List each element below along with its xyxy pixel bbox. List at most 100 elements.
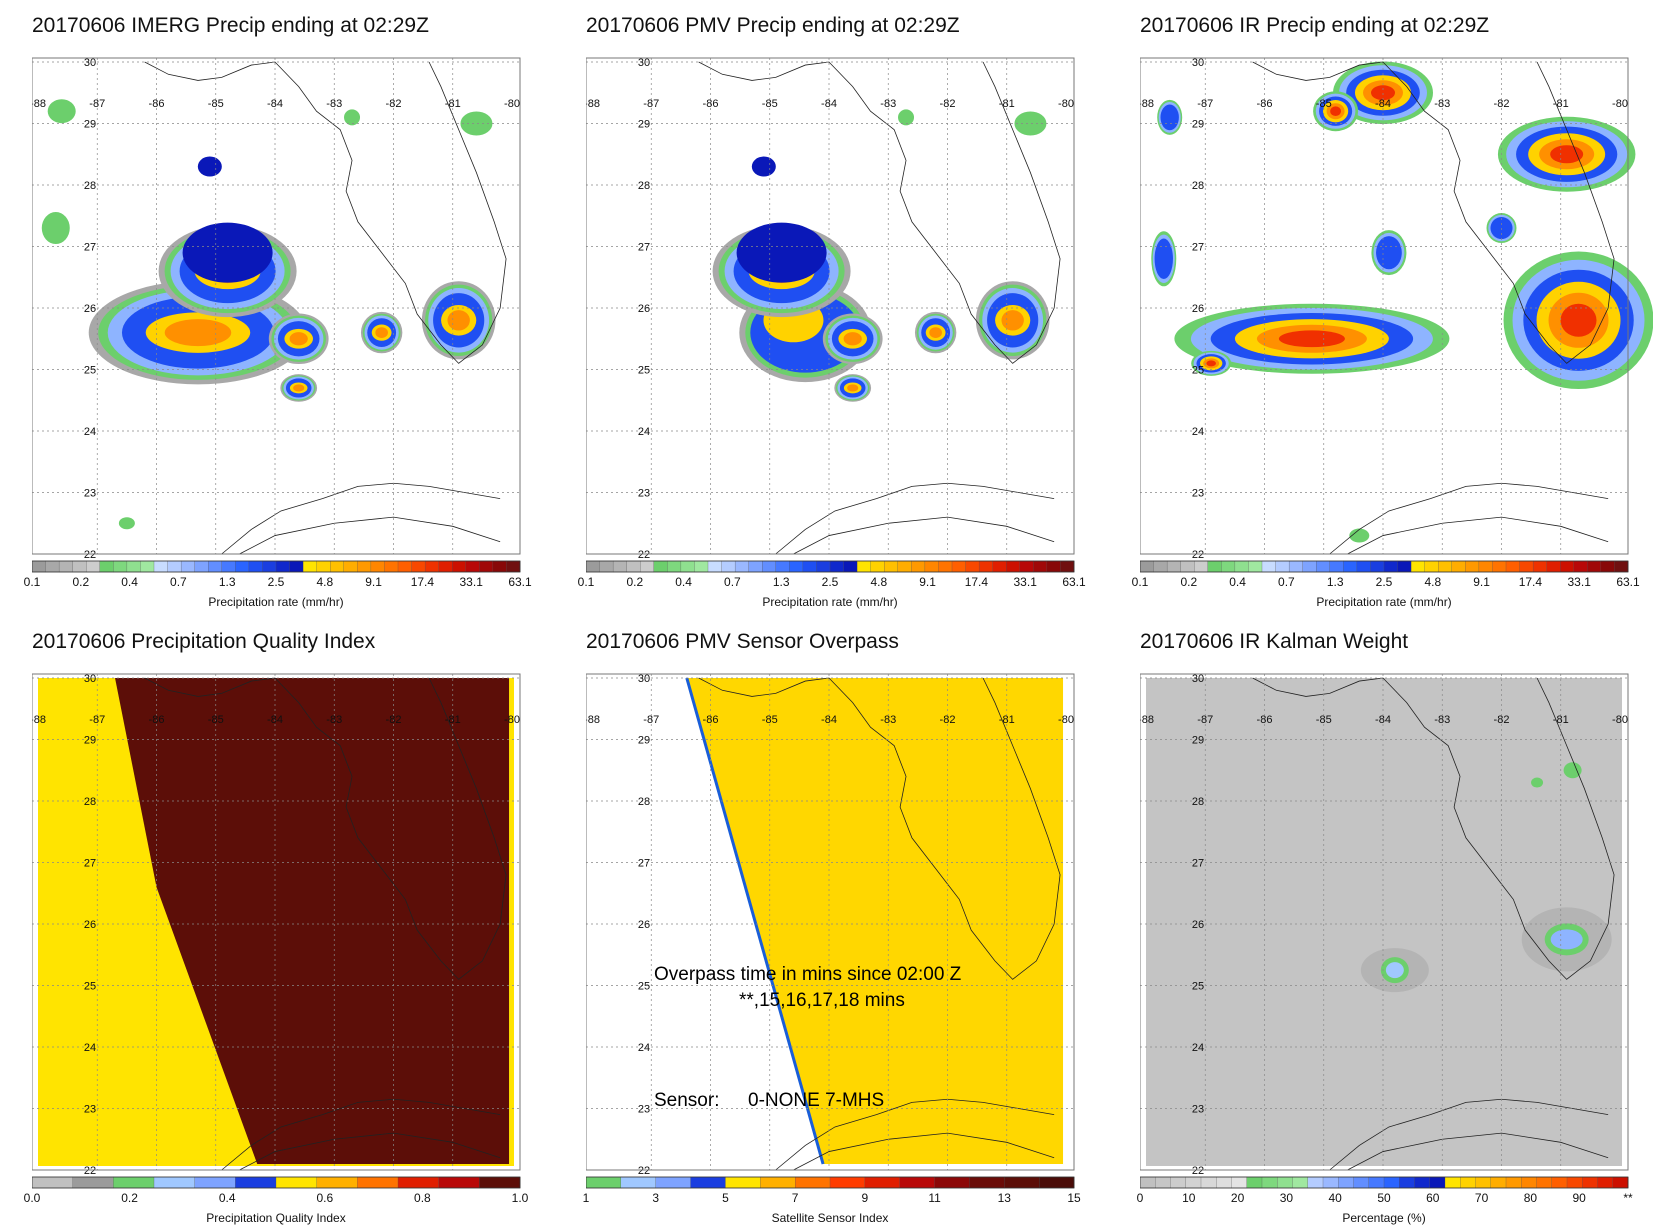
colorbar-tick-label: 10 bbox=[1182, 1191, 1196, 1205]
colorbar-swatch bbox=[1490, 1176, 1507, 1189]
lat-label: 27 bbox=[1192, 858, 1204, 870]
colorbar-swatch bbox=[262, 560, 277, 573]
colorbar-swatch bbox=[1248, 560, 1263, 573]
coastline bbox=[1252, 61, 1615, 364]
lat-label: 28 bbox=[638, 180, 650, 192]
colorbar-swatch bbox=[1451, 560, 1466, 573]
colorbar-swatch bbox=[194, 1176, 236, 1189]
lat-label: 28 bbox=[1192, 180, 1204, 192]
colorbar-swatch bbox=[725, 1176, 761, 1189]
colorbar-swatch bbox=[938, 560, 953, 573]
colorbar-swatch bbox=[221, 560, 236, 573]
map-frame bbox=[586, 57, 1075, 555]
cuba-coastline bbox=[221, 482, 501, 555]
colorbar-swatch bbox=[1532, 560, 1548, 573]
lon-label: -81 bbox=[445, 98, 461, 110]
colorbar-border bbox=[1140, 560, 1629, 573]
colorbar-tick-label: 9.1 bbox=[365, 575, 382, 589]
colorbar-tick-label: 0.6 bbox=[316, 1191, 334, 1205]
colorbar-swatch bbox=[424, 560, 440, 573]
colorbar-swatch bbox=[1261, 1176, 1278, 1189]
lat-label: 24 bbox=[638, 1042, 650, 1054]
lon-label: -80 bbox=[1612, 714, 1628, 726]
colorbar-tick-label: 17.4 bbox=[964, 575, 989, 589]
colorbar-swatch bbox=[32, 560, 47, 573]
lon-label: -85 bbox=[762, 98, 778, 110]
colorbar-swatch bbox=[126, 560, 141, 573]
colorbar-swatch bbox=[275, 1176, 318, 1189]
colorbar-tick-label: 1.3 bbox=[218, 575, 236, 589]
colorbar-swatch bbox=[667, 560, 682, 573]
lat-label: 30 bbox=[638, 673, 650, 685]
colorbar-swatch bbox=[58, 560, 74, 573]
map-frame bbox=[1140, 673, 1629, 1171]
colorbar-swatch bbox=[1194, 560, 1209, 573]
colorbar-swatch bbox=[1155, 1176, 1171, 1189]
lat-label: 28 bbox=[84, 180, 96, 192]
colorbar-swatch bbox=[897, 560, 912, 573]
colorbar-swatch bbox=[492, 560, 507, 573]
colorbar-swatch bbox=[1383, 560, 1399, 573]
colorbar-swatch bbox=[1046, 560, 1061, 573]
panel-title: 20170606 PMV Precip ending at 02:29Z bbox=[586, 14, 960, 37]
colorbar-swatch bbox=[1429, 1176, 1446, 1189]
lat-label: 23 bbox=[84, 1104, 96, 1116]
lat-label: 22 bbox=[84, 1165, 96, 1177]
storm-cell bbox=[1550, 145, 1584, 164]
lat-label: 26 bbox=[1192, 303, 1204, 315]
map-field bbox=[586, 674, 1074, 1171]
panel-imerg: 20170606 IMERG Precip ending at 02:29Z -… bbox=[24, 14, 552, 609]
colorbar-swatch bbox=[1216, 1176, 1232, 1189]
colorbar-swatch bbox=[1414, 1176, 1431, 1189]
colorbar-swatch bbox=[762, 560, 777, 573]
storm-cell bbox=[293, 384, 305, 392]
map-field bbox=[38, 677, 514, 1171]
colorbar-swatch bbox=[330, 560, 345, 573]
colorbar-swatch bbox=[843, 560, 858, 573]
storm-cell bbox=[375, 327, 388, 338]
lon-label: -80 bbox=[1058, 714, 1074, 726]
storm-cell bbox=[898, 109, 915, 126]
cuba-south-coastline bbox=[793, 516, 1055, 555]
colorbar-swatch bbox=[343, 560, 358, 573]
colorbar-swatch bbox=[1060, 560, 1075, 573]
lat-label: 27 bbox=[638, 858, 650, 870]
colorbar-swatch bbox=[1560, 560, 1575, 573]
kalman-weight-map: -88 -87 -86 -85 -84 -83 -82 -81 -80 30 29 28 27 26 25 2… bbox=[1140, 673, 1629, 1189]
lat-label: 27 bbox=[638, 242, 650, 254]
colorbar-swatch bbox=[357, 1176, 399, 1189]
colorbar-swatch bbox=[1004, 1176, 1040, 1189]
lat-label: 25 bbox=[1192, 981, 1204, 993]
colorbar-tick-label: 80 bbox=[1523, 1191, 1538, 1205]
colorbar-swatch bbox=[760, 1176, 796, 1189]
colorbar-caption: Precipitation rate (mm/hr) bbox=[208, 595, 344, 609]
lon-label: -82 bbox=[386, 714, 402, 726]
colorbar-swatch bbox=[397, 1176, 440, 1189]
coastline bbox=[1252, 677, 1615, 980]
coastline bbox=[698, 677, 1061, 980]
colorbar bbox=[32, 1176, 521, 1189]
lon-label: -82 bbox=[940, 98, 956, 110]
lon-label: -88 bbox=[586, 714, 600, 726]
colorbar-swatch bbox=[1573, 560, 1588, 573]
colorbar-tick-label: 0.7 bbox=[1278, 575, 1295, 589]
colorbar-swatch bbox=[167, 560, 182, 573]
weight-cell bbox=[1531, 777, 1544, 788]
colorbar-swatch bbox=[1307, 1176, 1324, 1189]
colorbar-swatch bbox=[275, 560, 291, 573]
quality-high-region bbox=[115, 678, 510, 1164]
lat-label: 30 bbox=[1192, 57, 1204, 69]
cuba-south-coastline bbox=[239, 1132, 501, 1171]
colorbar-swatch bbox=[655, 1176, 692, 1189]
colorbar-swatch bbox=[1475, 1176, 1492, 1189]
colorbar-swatch bbox=[856, 560, 872, 573]
colorbar-swatch bbox=[969, 1176, 1005, 1189]
storm-cell bbox=[1206, 360, 1216, 367]
lat-label: 28 bbox=[1192, 796, 1204, 808]
colorbar-swatch bbox=[992, 560, 1007, 573]
lon-label: -86 bbox=[703, 714, 719, 726]
colorbar-swatch bbox=[438, 1176, 480, 1189]
lat-label: 22 bbox=[84, 549, 96, 561]
panel-ir: 20170606 IR Precip ending at 02:29Z -88-… bbox=[1132, 14, 1653, 609]
cuba-south-coastline bbox=[793, 1132, 1055, 1171]
